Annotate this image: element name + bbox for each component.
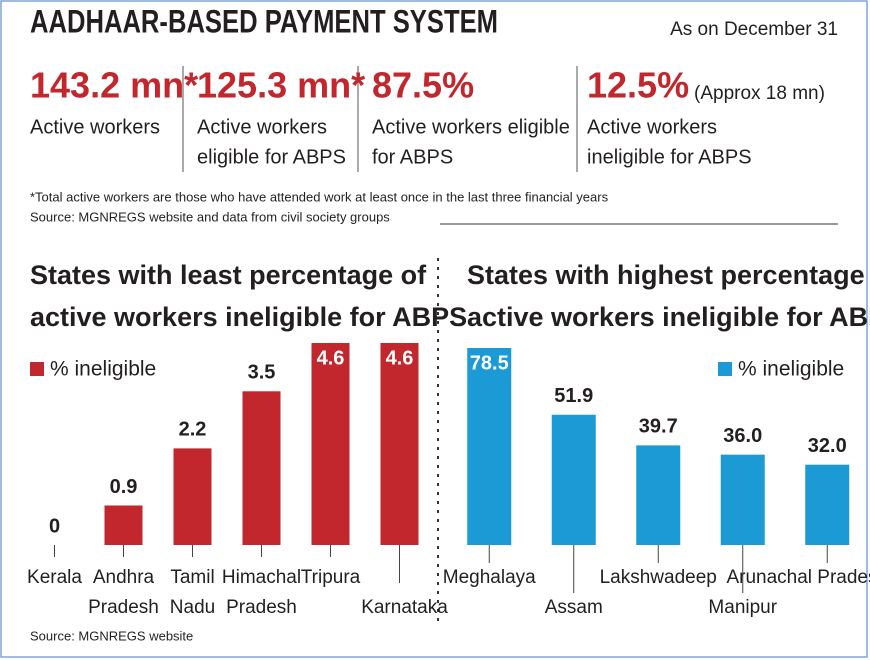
bar [311,343,350,545]
value-label: 78.5 [470,352,509,374]
chart-title: active workers ineligible for ABPS [30,302,467,332]
x-tick-label: Assam [545,597,603,618]
bar [467,348,512,545]
chart-source: Source: MGNREGS website [30,628,193,643]
bar [636,445,681,545]
x-tick-label: Arunachal Pradesh [726,567,870,588]
source: Source: MGNREGS website and data from ci… [30,209,390,224]
value-label: 2.2 [179,419,207,441]
legend-swatch [718,362,732,376]
bar [173,448,212,545]
value-label: 3.5 [248,362,276,384]
x-tick-label: Meghalaya [443,567,536,588]
value-label: 4.6 [386,347,414,369]
x-tick-label: Himachal Pradesh [222,567,301,618]
chart-title: active workers ineligible for ABPS [467,302,870,332]
stat-label: Active workers [197,116,327,138]
stat-label: Active workers [587,116,717,138]
x-tick-label: Tripura [301,567,361,588]
bar [805,464,850,545]
stat-label: eligible for ABPS [197,146,346,168]
legend-label: % ineligible [50,358,156,381]
chart-title: States with least percentage of [30,260,427,290]
date: As on December 31 [670,19,838,40]
legend-swatch [30,362,44,376]
stat-value: 143.2 mn* [30,65,198,106]
value-label: 0 [49,515,60,537]
page-title: AADHAAR-BASED PAYMENT SYSTEM [30,3,498,39]
x-tick-label: Tamil Nadu [170,567,215,618]
value-label: 51.9 [554,385,593,407]
stat-label: ineligible for ABPS [587,146,752,168]
value-label: 32.0 [808,435,847,457]
bar [380,343,419,545]
stat-value: 87.5% [372,65,474,106]
legend-label: % ineligible [738,358,844,381]
bar [104,505,143,545]
stat-value: 12.5% [587,65,689,106]
stat-label: Active workers [30,116,160,138]
x-tick-label: Manipur [708,597,777,618]
value-label: 0.9 [110,476,138,498]
value-label: 4.6 [317,347,345,369]
bar [551,414,596,545]
stat-value: 125.3 mn* [197,65,365,106]
x-tick-label: Karnataka [361,597,448,618]
bar [242,391,281,545]
stat-note: (Approx 18 mn) [694,83,825,104]
value-label: 36.0 [723,425,762,447]
bar [720,454,765,545]
x-tick-label: Andhra Pradesh [88,567,159,618]
footnote: *Total active workers are those who have… [30,189,609,204]
x-tick-label: Lakshwadeep [600,567,717,588]
value-label: 39.7 [639,416,678,438]
chart-title: States with highest percentage of [467,260,870,290]
stat-label: for ABPS [372,146,453,168]
x-tick-label: Kerala [27,567,82,588]
stat-label: Active workers eligible [372,116,570,138]
